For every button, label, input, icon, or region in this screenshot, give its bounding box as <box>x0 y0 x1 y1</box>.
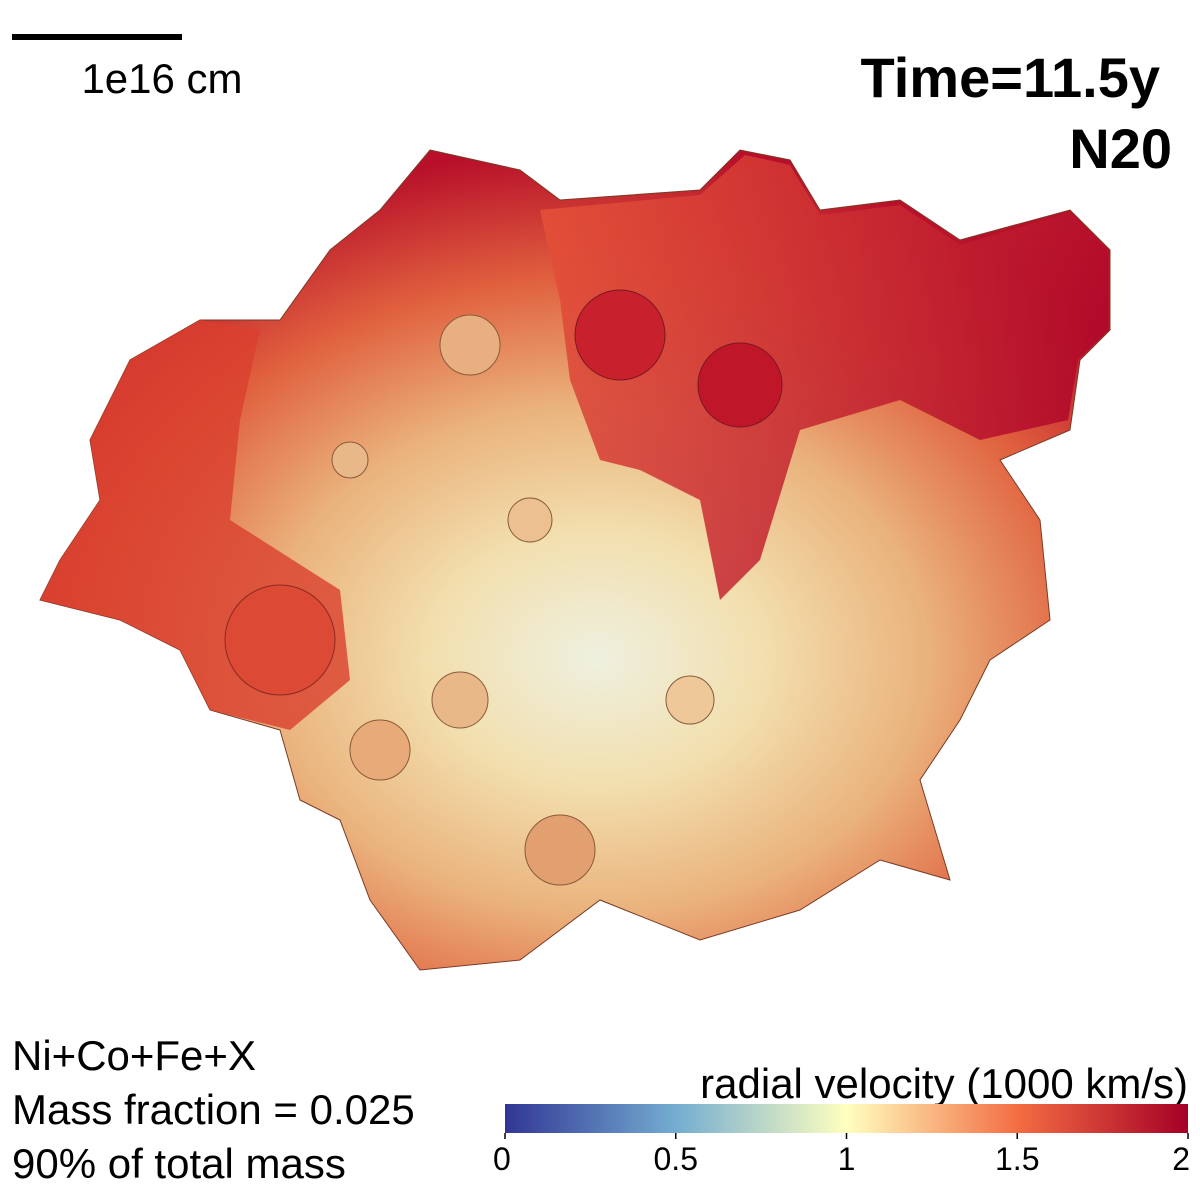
clump <box>507 497 553 543</box>
clump <box>524 814 596 886</box>
annotation-line: Ni+Co+Fe+X <box>12 1032 256 1079</box>
clump <box>331 441 369 479</box>
clump <box>697 342 783 428</box>
clump <box>574 289 666 381</box>
time-label: Time=11.5y <box>861 46 1160 109</box>
clump <box>431 671 489 729</box>
clump <box>439 314 501 376</box>
isosurface <box>39 149 1111 971</box>
colorbar-tick-label: 1.5 <box>995 1141 1039 1177</box>
model-label: N20 <box>1069 117 1172 180</box>
clump <box>665 675 715 725</box>
annotation-line: Mass fraction = 0.025 <box>12 1086 415 1133</box>
remnant-top-lobe <box>540 155 1108 600</box>
colorbar: radial velocity (1000 km/s) 0 0.5 1 1.5 2 <box>493 1060 1190 1177</box>
scale-bar-label: 1e16 cm <box>81 55 242 102</box>
colorbar-tick-label: 0.5 <box>654 1141 698 1177</box>
colorbar-tick-label: 0 <box>493 1141 511 1177</box>
colorbar-tick-label: 1 <box>838 1141 856 1177</box>
colorbar-scale <box>505 1104 1188 1133</box>
annotation-line: 90% of total mass <box>12 1140 346 1187</box>
clump <box>349 719 411 781</box>
colorbar-tick-label: 2 <box>1172 1141 1190 1177</box>
colorbar-label: radial velocity (1000 km/s) <box>700 1060 1188 1107</box>
clump <box>224 584 336 696</box>
